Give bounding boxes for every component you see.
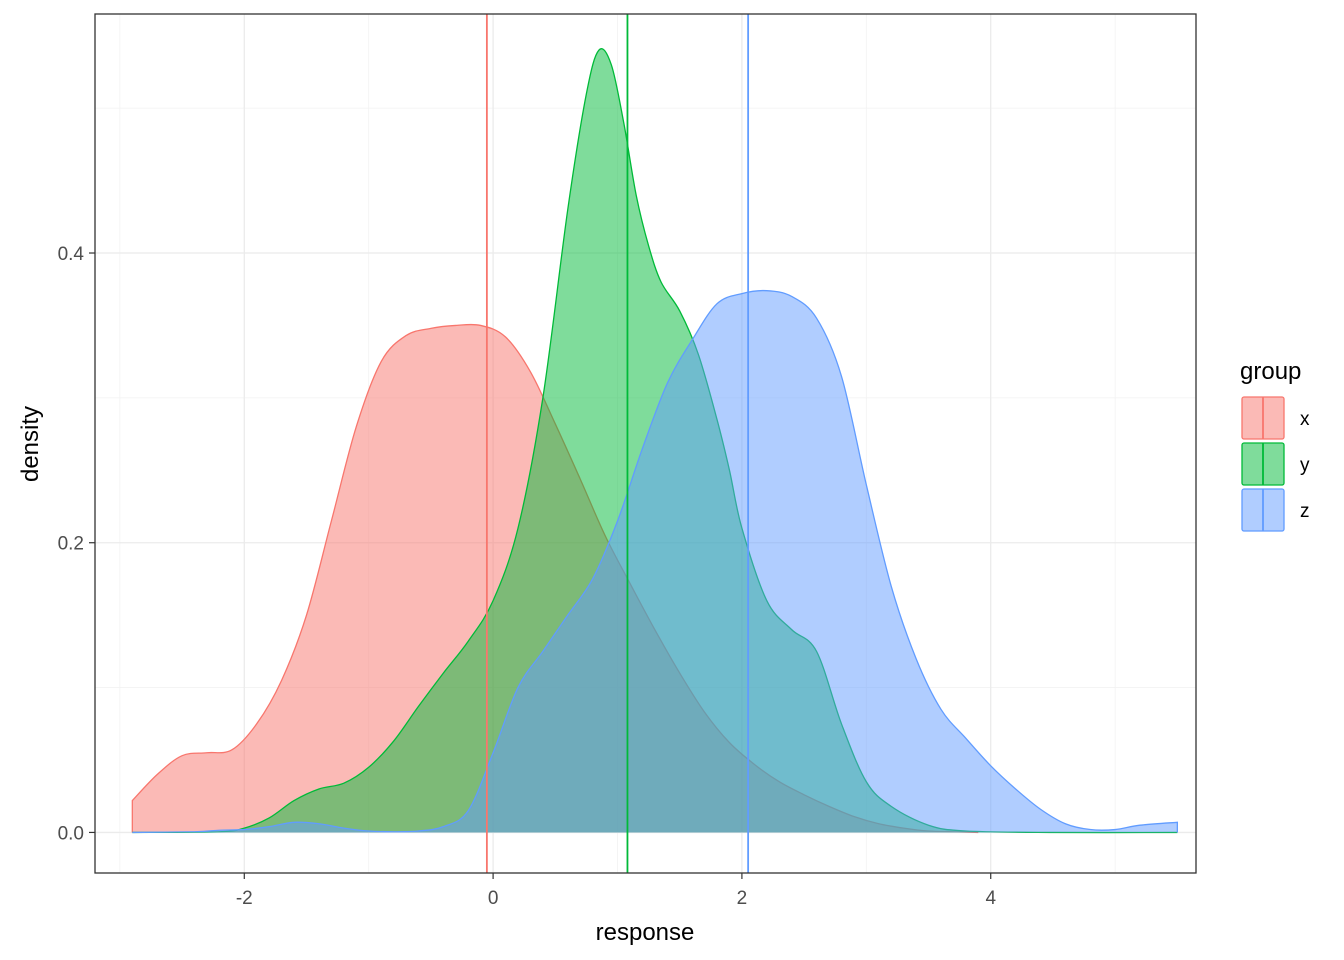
x-axis: -2 0 2 4 bbox=[236, 873, 996, 909]
density-areas bbox=[131, 48, 1178, 834]
x-tick-label: 4 bbox=[985, 888, 996, 909]
mean-lines bbox=[485, 14, 750, 873]
legend-label-y: y bbox=[1300, 455, 1310, 476]
density-area-z bbox=[132, 290, 1178, 833]
y-tick-label: 0.4 bbox=[58, 244, 85, 265]
y-tick-label: 0.0 bbox=[58, 823, 84, 844]
legend: group x y z bbox=[1240, 358, 1310, 532]
y-axis-title: density bbox=[17, 406, 44, 482]
y-axis: 0.0 0.2 0.4 bbox=[58, 244, 95, 844]
x-tick-label: 0 bbox=[488, 888, 499, 909]
y-tick-label: 0.2 bbox=[58, 534, 84, 555]
x-tick-label: 2 bbox=[737, 888, 748, 909]
plot-panel-border bbox=[94, 13, 1197, 874]
legend-title: group bbox=[1240, 358, 1301, 385]
legend-label-x: x bbox=[1300, 409, 1310, 430]
x-tick-label: -2 bbox=[236, 888, 253, 909]
legend-label-z: z bbox=[1300, 501, 1310, 522]
x-axis-title: response bbox=[596, 919, 695, 946]
density-outline-z bbox=[132, 289, 1178, 834]
